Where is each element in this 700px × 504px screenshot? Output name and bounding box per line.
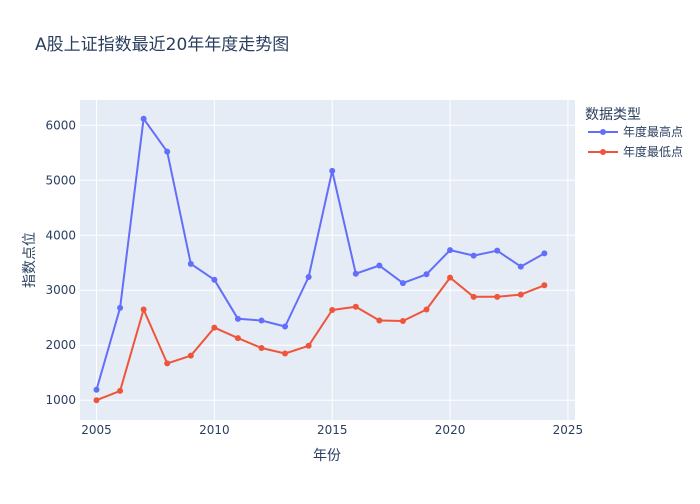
legend-label: 年度最高点: [623, 124, 683, 139]
data-point[interactable]: [447, 247, 454, 254]
data-point[interactable]: [517, 291, 524, 298]
y-axis-label: 指数点位: [22, 232, 38, 288]
data-point[interactable]: [470, 252, 477, 259]
x-tick-label: 2025: [553, 423, 584, 437]
data-point[interactable]: [352, 270, 359, 277]
series-1: [93, 115, 548, 393]
legend-title: 数据类型: [585, 107, 641, 123]
y-tick-label: 6000: [45, 118, 76, 132]
data-point[interactable]: [305, 342, 312, 349]
data-point[interactable]: [93, 386, 100, 393]
data-point[interactable]: [187, 352, 194, 359]
x-tick-label: 2020: [435, 423, 466, 437]
data-point[interactable]: [329, 167, 336, 174]
data-point[interactable]: [423, 271, 430, 278]
data-point[interactable]: [541, 250, 548, 257]
data-point[interactable]: [329, 307, 336, 314]
y-tick-label: 1000: [45, 393, 76, 407]
series-group: [93, 115, 548, 404]
data-point[interactable]: [93, 397, 100, 404]
data-point[interactable]: [517, 263, 524, 270]
data-point[interactable]: [305, 274, 312, 281]
plot-area: [80, 100, 575, 420]
data-point[interactable]: [541, 282, 548, 289]
legend-item[interactable]: 年度最高点: [588, 124, 683, 139]
legend-swatch-marker: [600, 129, 606, 135]
y-tick-label: 2000: [45, 338, 76, 352]
data-point[interactable]: [423, 306, 430, 313]
data-point[interactable]: [352, 303, 359, 310]
data-point[interactable]: [447, 274, 454, 281]
chart-title: A股上证指数最近20年年度走势图: [35, 35, 289, 55]
data-point[interactable]: [187, 260, 194, 267]
axis-ticks: 1000 2000 3000 4000 5000 6000 2005 2010 2015 2020…: [45, 118, 583, 437]
data-point[interactable]: [234, 315, 241, 322]
y-tick-label: 5000: [45, 173, 76, 187]
data-point[interactable]: [399, 280, 406, 287]
data-point[interactable]: [376, 317, 383, 324]
data-point[interactable]: [140, 306, 147, 313]
series-line: [96, 276, 545, 402]
x-tick-label: 2005: [81, 423, 112, 437]
data-point[interactable]: [399, 318, 406, 325]
legend-item[interactable]: 年度最低点: [588, 144, 683, 159]
data-point[interactable]: [164, 148, 171, 155]
series-2: [93, 274, 548, 404]
data-point[interactable]: [117, 304, 124, 311]
data-point[interactable]: [211, 276, 218, 283]
data-point[interactable]: [140, 115, 147, 122]
x-tick-label: 2010: [199, 423, 230, 437]
grid: [80, 100, 575, 420]
legend-label: 年度最低点: [623, 144, 683, 159]
y-tick-label: 4000: [45, 228, 76, 242]
y-tick-label: 3000: [45, 283, 76, 297]
data-point[interactable]: [282, 350, 289, 357]
data-point[interactable]: [470, 293, 477, 300]
series-line: [95, 117, 545, 391]
data-point[interactable]: [164, 360, 171, 367]
data-point[interactable]: [282, 323, 289, 330]
data-point[interactable]: [376, 262, 383, 269]
data-point[interactable]: [211, 324, 218, 331]
legend-swatch-marker: [600, 149, 606, 155]
data-point[interactable]: [234, 335, 241, 342]
data-point[interactable]: [117, 387, 124, 394]
data-point[interactable]: [494, 247, 501, 254]
data-point[interactable]: [258, 344, 265, 351]
data-point[interactable]: [258, 317, 265, 324]
x-tick-label: 2015: [317, 423, 348, 437]
data-point[interactable]: [494, 293, 501, 300]
x-axis-label: 年份: [313, 448, 341, 464]
